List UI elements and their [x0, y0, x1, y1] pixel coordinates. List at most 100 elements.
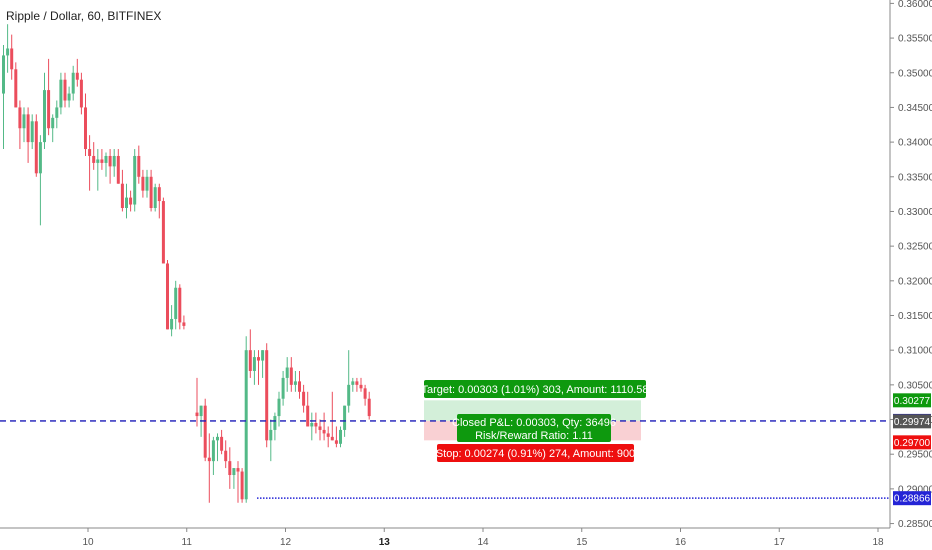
candle-body [273, 416, 277, 430]
time-tick-label: 13 [379, 537, 391, 548]
candle-body [166, 263, 169, 330]
price-label-bg [893, 435, 931, 450]
candle-body [182, 322, 186, 326]
candle-body [34, 121, 38, 174]
candle-body [195, 412, 199, 417]
chart-title: Ripple / Dollar, 60, BITFINEX [6, 9, 161, 23]
price-tick-label: 0.34500 [898, 103, 932, 114]
time-tick-label: 14 [477, 537, 489, 548]
time-tick-label: 17 [774, 537, 786, 548]
candle-body [26, 114, 30, 143]
price-tick-label: 0.33000 [898, 207, 932, 218]
candle-body [84, 107, 87, 150]
price-tick-label: 0.30500 [898, 380, 932, 391]
candle-body [92, 155, 96, 163]
candle-body [306, 405, 310, 427]
price-tick-label: 0.28500 [898, 519, 932, 530]
target-annotation: Target: 0.00303 (1.01%) 303, Amount: 111… [421, 380, 649, 398]
price-label: 0.30277 [893, 393, 931, 408]
time-tick-label: 12 [280, 537, 292, 548]
candle-body [281, 377, 285, 399]
candle-body [6, 48, 10, 56]
candle-body [145, 176, 149, 191]
candle-body [10, 48, 14, 70]
candle-body [269, 429, 273, 441]
risk-reward-text: Risk/Reward Ratio: 1.11 [475, 430, 593, 442]
candle-body [339, 429, 342, 444]
candle-body [363, 388, 367, 399]
price-tick-label: 0.31000 [898, 346, 932, 357]
closed-pnl-text: Closed P&L: 0.00303, Qty: 36496 [452, 417, 616, 429]
price-tick-label: 0.29000 [898, 484, 932, 495]
candle-body [224, 450, 228, 462]
time-tick-label: 15 [576, 537, 588, 548]
candle-body [55, 107, 59, 118]
price-label: 0.28866 [893, 491, 931, 506]
price-tick-label: 0.35000 [898, 68, 932, 79]
candle-body [359, 384, 363, 389]
candle-body [240, 471, 244, 500]
time-tick-label: 18 [872, 537, 884, 548]
price-label-text: 0.29974 [894, 417, 931, 428]
price-tick-label: 0.31500 [898, 311, 932, 322]
candle-body [314, 422, 318, 427]
time-tick-label: 11 [182, 537, 193, 548]
price-lines [0, 420, 890, 499]
candle-body [38, 142, 42, 174]
candle-body [265, 350, 269, 441]
candle-body [161, 201, 165, 264]
candle-body [203, 405, 207, 458]
candle-body [248, 350, 252, 371]
candle-body [100, 159, 104, 163]
candle-body [170, 318, 174, 330]
candle-body [79, 79, 83, 108]
price-tick-label: 0.34000 [898, 138, 932, 149]
candle-body [30, 121, 34, 143]
candle-body [355, 381, 359, 385]
candle-body [96, 159, 100, 163]
candle-body [289, 367, 293, 385]
candle-body [75, 72, 79, 80]
price-label-text: 0.28866 [894, 494, 931, 505]
candle-body [343, 405, 347, 430]
time-tick-label: 10 [82, 537, 94, 548]
candle-body [211, 440, 215, 462]
candle-body [199, 405, 203, 417]
candle-body [141, 176, 145, 191]
candle-body [18, 107, 22, 129]
candle-body [67, 93, 71, 101]
candle-body [334, 440, 338, 444]
price-tick-label: 0.35500 [898, 34, 932, 45]
candle-body [116, 155, 120, 184]
position-annotations: Target: 0.00303 (1.01%) 303, Amount: 111… [421, 380, 649, 462]
candle-body [51, 117, 55, 129]
candle-body [367, 398, 371, 417]
price-tick-label: 0.36000 [898, 0, 932, 10]
candle-body [63, 79, 67, 101]
candle-body [330, 436, 334, 441]
price-label: 0.29700 [893, 435, 931, 450]
price-label-bg [893, 414, 931, 429]
candles [2, 24, 371, 503]
candle-body [178, 287, 182, 323]
candle-body [2, 55, 5, 94]
candle-body [108, 155, 112, 167]
price-tick-label: 0.32000 [898, 276, 932, 287]
candle-body [310, 422, 314, 427]
candle-body [293, 381, 297, 385]
candle-body [47, 90, 51, 129]
candle-body [261, 350, 265, 361]
time-axis-ticks: 10 11 12 13 14 15 16 17 18 [82, 528, 884, 548]
candle-body [347, 384, 351, 406]
candle-body [104, 155, 108, 163]
candle-body [322, 429, 326, 434]
price-label-text: 0.30277 [894, 396, 931, 407]
stop-annotation-text: Stop: 0.00274 (0.91%) 274, Amount: 900 [436, 448, 635, 460]
stop-annotation: Stop: 0.00274 (0.91%) 274, Amount: 900 [436, 444, 635, 462]
candle-body [125, 197, 128, 208]
candle-body [129, 197, 133, 205]
candle-body [298, 381, 301, 392]
candle-body [277, 398, 281, 417]
